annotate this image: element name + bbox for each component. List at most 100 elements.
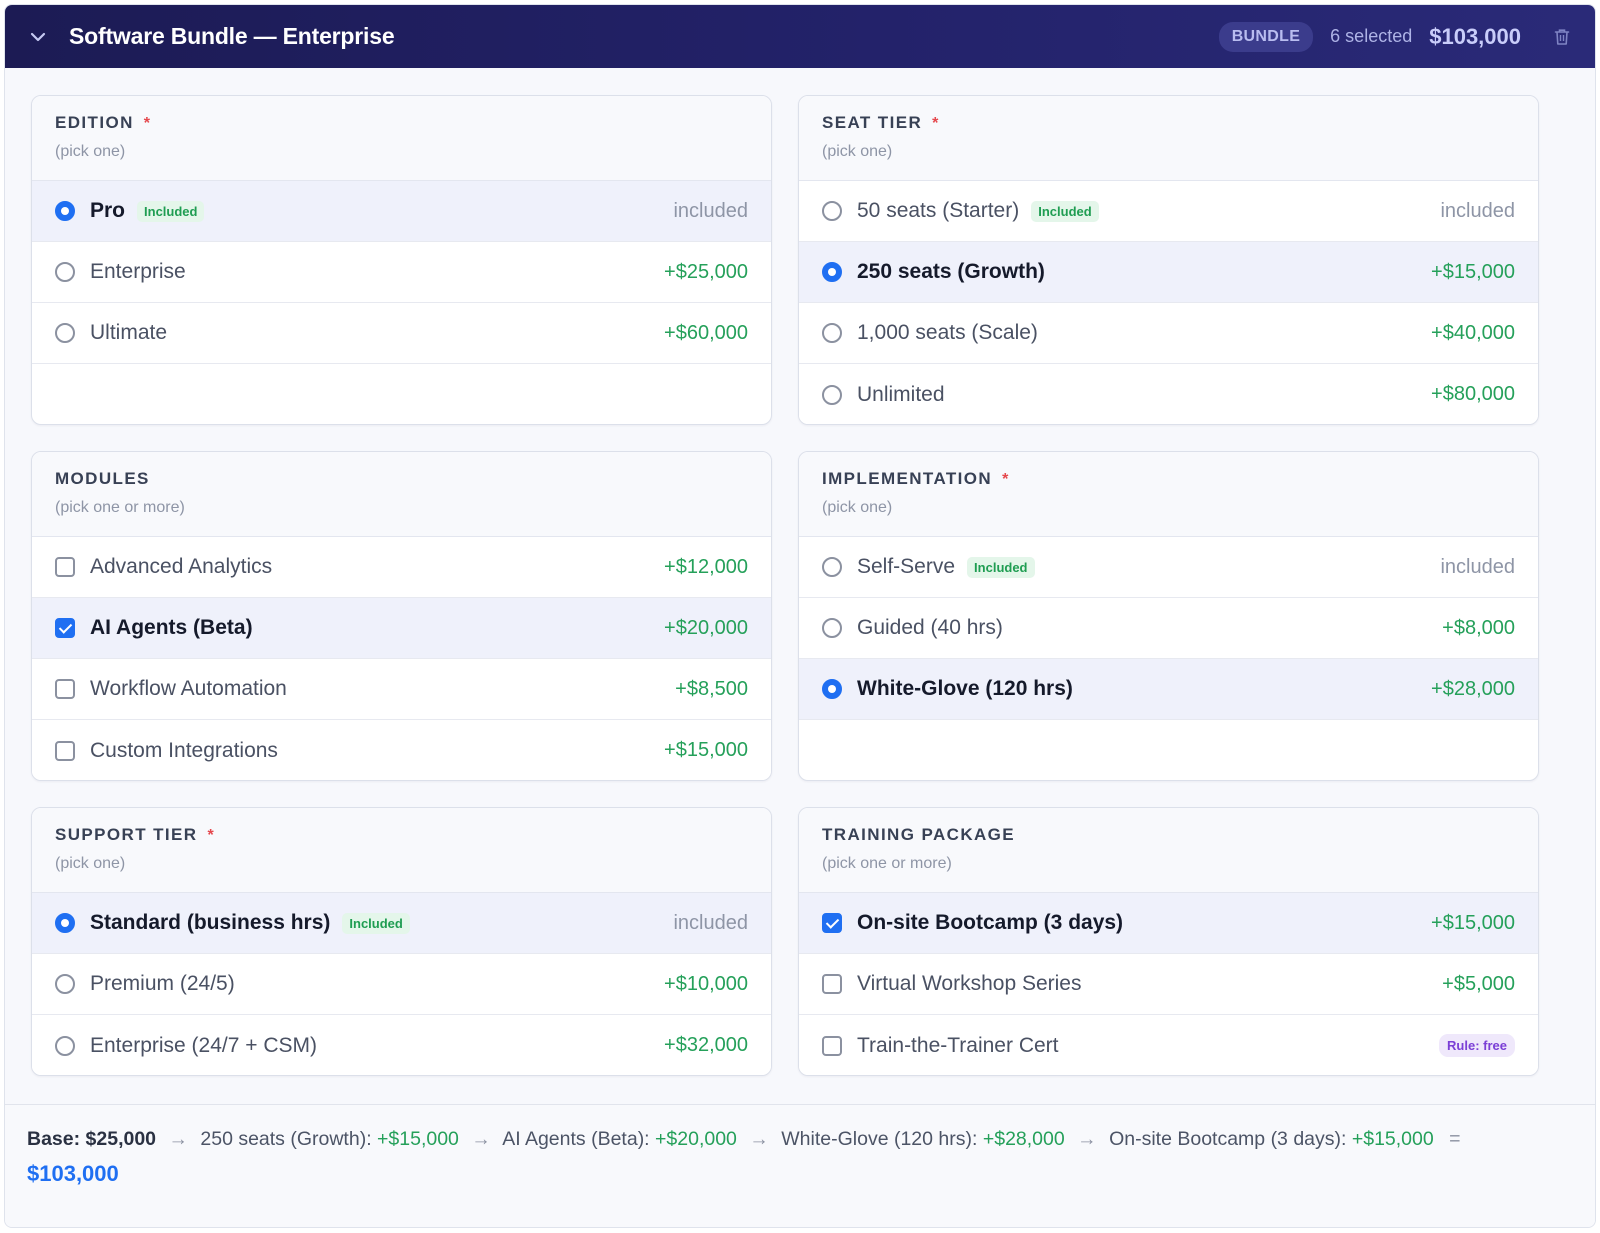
group-subtitle: (pick one) — [822, 499, 893, 516]
chevron-down-icon[interactable] — [27, 26, 49, 48]
bundle-header[interactable]: Software Bundle — Enterprise BUNDLE 6 se… — [5, 5, 1595, 68]
option-virtual-workshop[interactable]: Virtual Workshop Series +$5,000 — [799, 954, 1538, 1015]
option-label: Custom Integrations — [90, 738, 278, 762]
checkbox-checked[interactable] — [55, 618, 75, 638]
option-price: included — [673, 199, 748, 222]
option-label: Premium (24/5) — [90, 972, 235, 995]
radio-unselected[interactable] — [55, 323, 75, 343]
option-50-seats[interactable]: 50 seats (Starter) Included included — [799, 181, 1538, 242]
option-price: +$15,000 — [1431, 260, 1515, 283]
group-subtitle: (pick one) — [55, 143, 126, 160]
group-subtitle: (pick one) — [822, 143, 893, 160]
option-250-seats[interactable]: 250 seats (Growth) +$15,000 — [799, 242, 1538, 303]
radio-unselected[interactable] — [822, 618, 842, 638]
arrow-right-icon: → — [749, 1128, 769, 1150]
option-ultimate[interactable]: Ultimate +$60,000 — [32, 303, 771, 364]
group-implementation: IMPLEMENTATION * (pick one) Self-Serve In… — [798, 451, 1539, 781]
step-amount: +$28,000 — [982, 1128, 1065, 1150]
option-label: Enterprise (24/7 + CSM) — [90, 1033, 318, 1057]
option-label: White-Glove (120 hrs) — [857, 677, 1073, 700]
option-ai-agents[interactable]: AI Agents (Beta) +$20,000 — [32, 598, 771, 659]
option-self-serve[interactable]: Self-Serve Included included — [799, 537, 1538, 598]
included-badge: Included — [137, 200, 205, 222]
radio-selected[interactable] — [55, 913, 75, 933]
base-price: Base: $25,000 — [27, 1128, 157, 1150]
radio-selected[interactable] — [822, 679, 842, 699]
step-label: AI Agents (Beta): — [502, 1128, 650, 1150]
included-badge: Included — [967, 556, 1035, 578]
radio-selected[interactable] — [822, 262, 842, 282]
option-enterprise-support[interactable]: Enterprise (24/7 + CSM) +$32,000 — [32, 1015, 771, 1075]
step-label: White-Glove (120 hrs): — [781, 1128, 978, 1150]
option-label: Ultimate — [90, 321, 168, 344]
option-price: +$12,000 — [664, 555, 748, 578]
option-price: +$10,000 — [664, 972, 748, 995]
option-price: +$80,000 — [1431, 383, 1515, 405]
option-1000-seats[interactable]: 1,000 seats (Scale) +$40,000 — [799, 303, 1538, 364]
option-pro[interactable]: Pro Included included — [32, 181, 771, 242]
option-guided[interactable]: Guided (40 hrs) +$8,000 — [799, 598, 1538, 659]
option-price: included — [1440, 555, 1515, 578]
option-price: included — [673, 911, 748, 934]
option-train-the-trainer[interactable]: Train-the-Trainer Cert Rule: free — [799, 1015, 1538, 1075]
trash-icon[interactable] — [1551, 26, 1573, 48]
group-support-tier: SUPPORT TIER * (pick one) Standard (busin… — [31, 807, 772, 1076]
radio-selected[interactable] — [55, 201, 75, 221]
option-premium[interactable]: Premium (24/5) +$10,000 — [32, 954, 771, 1015]
option-workflow-automation[interactable]: Workflow Automation +$8,500 — [32, 659, 771, 720]
radio-unselected[interactable] — [55, 262, 75, 282]
option-label: Unlimited — [857, 382, 945, 406]
checkbox-unchecked[interactable] — [55, 740, 75, 761]
option-label: Guided (40 hrs) — [857, 616, 1003, 639]
option-white-glove[interactable]: White-Glove (120 hrs) +$28,000 — [799, 659, 1538, 720]
option-custom-integrations[interactable]: Custom Integrations +$15,000 — [32, 720, 771, 780]
group-header: TRAINING PACKAGE (pick one or more) — [799, 808, 1538, 893]
checkbox-checked[interactable] — [822, 913, 842, 933]
option-price: +$20,000 — [664, 616, 748, 639]
checkbox-unchecked[interactable] — [55, 679, 75, 699]
option-price: +$40,000 — [1431, 321, 1515, 344]
option-price: +$60,000 — [664, 321, 748, 344]
option-label: Advanced Analytics — [90, 555, 273, 578]
group-subtitle: (pick one or more) — [55, 499, 185, 516]
step-label: On-site Bootcamp (3 days): — [1109, 1128, 1347, 1150]
selected-count: 6 selected — [1330, 26, 1413, 46]
radio-unselected[interactable] — [822, 384, 842, 405]
group-title: TRAINING PACKAGE — [822, 825, 1016, 844]
option-label: 50 seats (Starter) — [857, 199, 1020, 222]
radio-unselected[interactable] — [822, 557, 842, 577]
option-label: Train-the-Trainer Cert — [857, 1033, 1059, 1057]
price-breakdown: Base: $25,000 → 250 seats (Growth): +$15… — [5, 1104, 1595, 1227]
group-title: EDITION — [55, 113, 134, 132]
radio-unselected[interactable] — [55, 1035, 75, 1056]
step-amount: +$20,000 — [655, 1128, 737, 1150]
option-label: Standard (business hrs) — [90, 911, 331, 934]
group-header: MODULES (pick one or more) — [32, 452, 771, 537]
group-header: SUPPORT TIER * (pick one) — [32, 808, 771, 893]
group-header: SEAT TIER * (pick one) — [799, 96, 1538, 181]
option-price: +$32,000 — [664, 1034, 748, 1056]
checkbox-unchecked[interactable] — [55, 557, 75, 577]
group-title: MODULES — [55, 469, 150, 488]
radio-unselected[interactable] — [822, 201, 842, 221]
option-onsite-bootcamp[interactable]: On-site Bootcamp (3 days) +$15,000 — [799, 893, 1538, 954]
step-amount: +$15,000 — [377, 1128, 459, 1150]
calculation-line: Base: $25,000 → 250 seats (Growth): +$15… — [27, 1125, 1573, 1153]
radio-unselected[interactable] — [55, 974, 75, 994]
option-advanced-analytics[interactable]: Advanced Analytics +$12,000 — [32, 537, 771, 598]
radio-unselected[interactable] — [822, 323, 842, 343]
option-enterprise[interactable]: Enterprise +$25,000 — [32, 242, 771, 303]
option-label: On-site Bootcamp (3 days) — [857, 911, 1124, 934]
group-subtitle: (pick one or more) — [822, 855, 952, 872]
option-unlimited[interactable]: Unlimited +$80,000 — [799, 364, 1538, 424]
option-standard[interactable]: Standard (business hrs) Included include… — [32, 893, 771, 954]
option-label: 250 seats (Growth) — [857, 260, 1045, 283]
checkbox-unchecked[interactable] — [822, 974, 842, 994]
group-seat-tier: SEAT TIER * (pick one) 50 seats (Starter)… — [798, 95, 1539, 425]
option-price: +$5,000 — [1442, 972, 1515, 995]
option-label: Virtual Workshop Series — [857, 972, 1082, 995]
rule-badge: Rule: free — [1439, 1034, 1515, 1057]
checkbox-unchecked[interactable] — [822, 1035, 842, 1056]
option-label: Enterprise — [90, 260, 186, 283]
header-total: $103,000 — [1429, 23, 1521, 49]
